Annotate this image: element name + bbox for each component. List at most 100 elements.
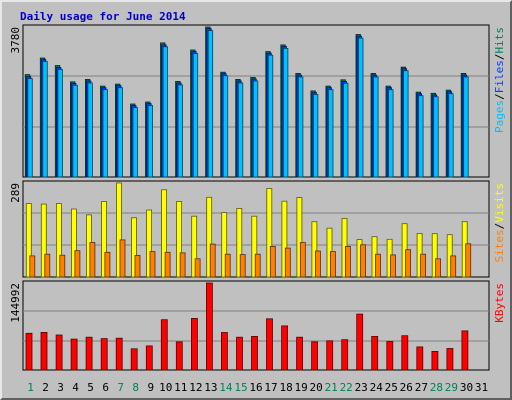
bar-visits-day-2 (40, 203, 47, 278)
bar-kbytes-day-11 (175, 341, 183, 371)
chart-title: Daily usage for June 2014 (20, 10, 186, 23)
bar-sites-day-8 (134, 255, 141, 278)
series-label: Hits (493, 27, 506, 54)
bar-kbytes-day-15 (236, 336, 243, 371)
x-tick-label-23: 23 (355, 381, 368, 394)
bar-sites-day-26 (405, 249, 412, 278)
bar-sites-day-22 (344, 245, 351, 278)
bar-sites-day-29 (450, 255, 457, 278)
bar-pages-day-30 (463, 76, 469, 178)
bar-sites-day-2 (44, 253, 51, 278)
x-tick-label-27: 27 (415, 381, 428, 394)
bar-sites-day-14 (224, 253, 231, 278)
bar-pages-day-26 (403, 70, 409, 178)
bar-pages-day-18 (282, 48, 289, 178)
x-tick-label-25: 25 (385, 381, 398, 394)
x-tick-label-7: 7 (117, 381, 124, 394)
series-label: / (493, 223, 506, 230)
bar-kbytes-day-2 (40, 331, 48, 371)
bar-kbytes-day-7 (115, 337, 123, 371)
x-tick-label-26: 26 (400, 381, 413, 394)
bar-visits-day-9 (146, 209, 153, 278)
bar-kbytes-day-22 (341, 339, 349, 371)
bar-kbytes-day-6 (100, 338, 108, 371)
bar-pages-day-10 (162, 46, 169, 178)
bar-sites-day-10 (164, 251, 171, 278)
bar-pages-day-29 (448, 93, 454, 178)
x-tick-label-13: 13 (204, 381, 217, 394)
max-label-kbytes: 144992 (9, 283, 22, 323)
x-tick-label-28: 28 (430, 381, 443, 394)
bar-pages-day-13 (207, 30, 214, 178)
series-label: Files (493, 60, 506, 93)
x-tick-label-11: 11 (174, 381, 187, 394)
bar-pages-day-12 (192, 53, 199, 178)
x-tick-label-17: 17 (264, 381, 277, 394)
x-tick-label-19: 19 (294, 381, 307, 394)
bar-pages-day-20 (312, 94, 319, 178)
bar-sites-day-6 (104, 251, 111, 278)
series-labels-kbytes: KBytes (493, 283, 506, 323)
bar-sites-day-1 (29, 255, 36, 278)
bar-visits-day-12 (191, 215, 198, 278)
bar-sites-day-3 (59, 254, 66, 278)
bar-kbytes-day-27 (416, 346, 424, 371)
bar-pages-day-9 (147, 105, 154, 178)
x-tick-label-21: 21 (325, 381, 338, 394)
bar-visits-day-17 (266, 188, 273, 278)
x-tick-label-30: 30 (460, 381, 473, 394)
bar-visits-day-8 (131, 217, 137, 278)
bar-sites-day-20 (314, 250, 321, 278)
bar-kbytes-day-26 (401, 335, 409, 371)
bar-pages-day-6 (102, 89, 108, 178)
bar-kbytes-day-17 (266, 318, 273, 371)
series-labels-visits-sites: Sites/Visits (493, 183, 506, 263)
bar-kbytes-day-30 (461, 330, 469, 371)
bar-kbytes-day-28 (431, 350, 439, 371)
bar-pages-day-4 (72, 84, 78, 178)
bar-visits-day-20 (311, 221, 318, 278)
bar-visits-day-1 (25, 203, 32, 278)
bar-sites-day-12 (194, 258, 201, 278)
bar-kbytes-day-4 (70, 338, 78, 371)
bar-kbytes-day-16 (251, 335, 258, 371)
bar-sites-day-21 (329, 251, 336, 278)
bar-kbytes-day-1 (25, 332, 33, 371)
bar-pages-day-28 (433, 96, 439, 178)
bar-sites-day-17 (269, 245, 276, 278)
bar-visits-day-16 (251, 215, 258, 278)
x-tick-label-5: 5 (87, 381, 94, 394)
series-label: KBytes (493, 283, 506, 323)
series-labels-pages-files-hits: Pages/Files/Hits (493, 27, 506, 133)
series-label: Visits (493, 183, 506, 223)
x-tick-label-14: 14 (219, 381, 233, 394)
bar-sites-day-4 (74, 250, 81, 278)
bar-sites-day-19 (299, 242, 306, 278)
bar-pages-day-8 (132, 107, 138, 178)
bar-visits-day-7 (116, 182, 122, 278)
bar-pages-day-3 (57, 69, 63, 178)
bar-sites-day-27 (420, 253, 427, 278)
bar-kbytes-day-18 (281, 325, 289, 371)
x-tick-label-31: 31 (475, 381, 488, 394)
bar-pages-day-21 (328, 89, 334, 178)
bar-visits-day-19 (296, 197, 303, 278)
bar-pages-day-14 (222, 75, 229, 178)
x-tick-label-16: 16 (249, 381, 262, 394)
x-tick-label-29: 29 (445, 381, 458, 394)
bar-sites-day-30 (465, 243, 472, 278)
bar-pages-day-22 (343, 82, 349, 178)
bar-kbytes-day-10 (160, 319, 168, 371)
x-tick-label-22: 22 (340, 381, 353, 394)
x-tick-label-8: 8 (132, 381, 139, 394)
x-tick-label-10: 10 (159, 381, 172, 394)
x-tick-label-9: 9 (147, 381, 154, 394)
bar-visits-day-3 (56, 203, 62, 278)
bar-visits-day-4 (71, 208, 77, 278)
bar-visits-day-11 (176, 201, 183, 278)
bar-kbytes-day-23 (356, 313, 364, 371)
bar-visits-day-18 (281, 200, 288, 278)
bar-kbytes-day-13 (205, 282, 213, 371)
series-label: / (493, 54, 506, 61)
bar-pages-day-7 (117, 87, 123, 178)
